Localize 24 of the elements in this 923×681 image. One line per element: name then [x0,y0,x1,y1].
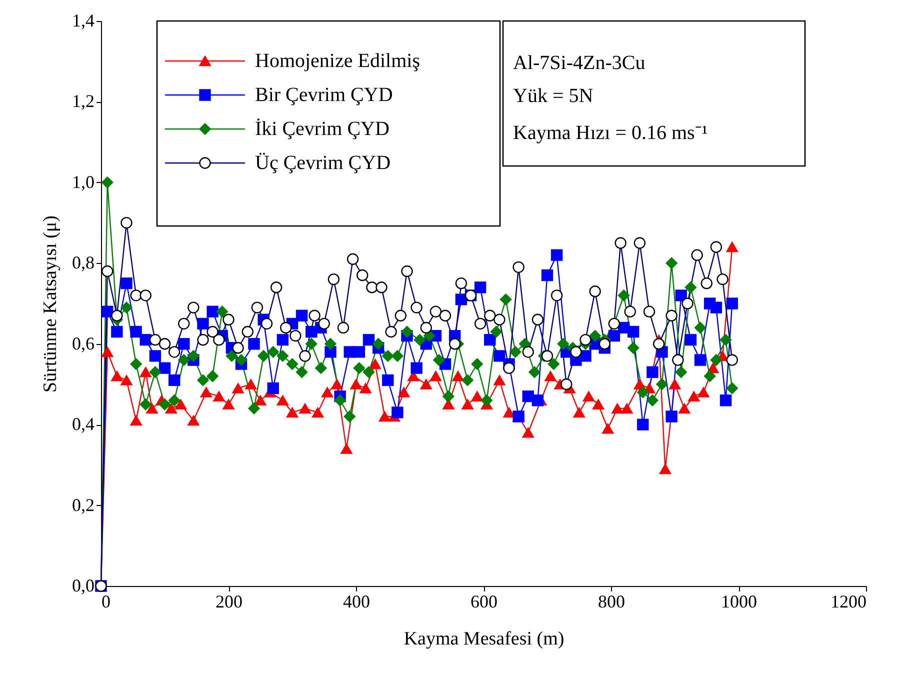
x-tick-label: 0 [102,592,110,612]
x-tick-label: 600 [470,592,498,612]
legend-label: İki Çevrim ÇYD [255,118,390,140]
y-tick-label: 0,8 [72,252,94,273]
x-axis-title: Kayma Mesafesi (m) [404,628,564,650]
y-tick-label: 0,0 [72,576,94,596]
y-axis-title: Sürtünme Katsayısı (μ) [40,216,61,392]
x-tick-label: 1000 [721,592,757,612]
x-tick-label: 400 [343,592,370,612]
annotation: Al-7Si-4Zn-3Cu [513,52,646,74]
x-tick-label: 800 [598,592,625,612]
y-tick-label: 1,4 [72,10,94,30]
y-tick-label: 1,2 [72,91,94,112]
y-tick-label: 0,4 [72,414,94,434]
legend-label: Üç Çevrim ÇYD [255,152,391,174]
annotation: Yük = 5N [513,85,594,107]
legend-label: Bir Çevrim ÇYD [255,84,393,106]
legend-label: Homojenize Edilmiş [255,50,420,72]
x-tick-label: 1200 [830,592,866,612]
y-tick-label: 1,0 [72,172,94,192]
y-tick-label: 0,6 [72,333,94,354]
x-tick-label: 200 [216,592,242,612]
annotation: Kayma Hızı = 0.16 ms⁻¹ [513,122,708,144]
y-tick-label: 0,2 [72,494,94,515]
